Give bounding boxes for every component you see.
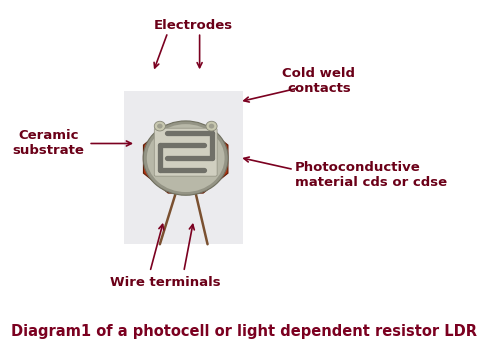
Text: Electrodes: Electrodes — [154, 19, 233, 32]
Circle shape — [209, 124, 214, 128]
Text: Diagram1 of a photocell or light dependent resistor LDR: Diagram1 of a photocell or light depende… — [11, 324, 477, 339]
Text: Cold weld
contacts: Cold weld contacts — [283, 67, 355, 95]
FancyBboxPatch shape — [154, 128, 217, 176]
Circle shape — [154, 121, 165, 131]
Text: Wire terminals: Wire terminals — [111, 276, 221, 289]
Polygon shape — [143, 125, 228, 193]
Circle shape — [143, 121, 228, 195]
Circle shape — [157, 124, 163, 128]
Text: Photoconductive
material cds or cdse: Photoconductive material cds or cdse — [295, 161, 447, 189]
Circle shape — [206, 121, 217, 131]
Text: Ceramic
substrate: Ceramic substrate — [12, 130, 84, 157]
Circle shape — [147, 124, 225, 192]
FancyBboxPatch shape — [124, 91, 244, 244]
